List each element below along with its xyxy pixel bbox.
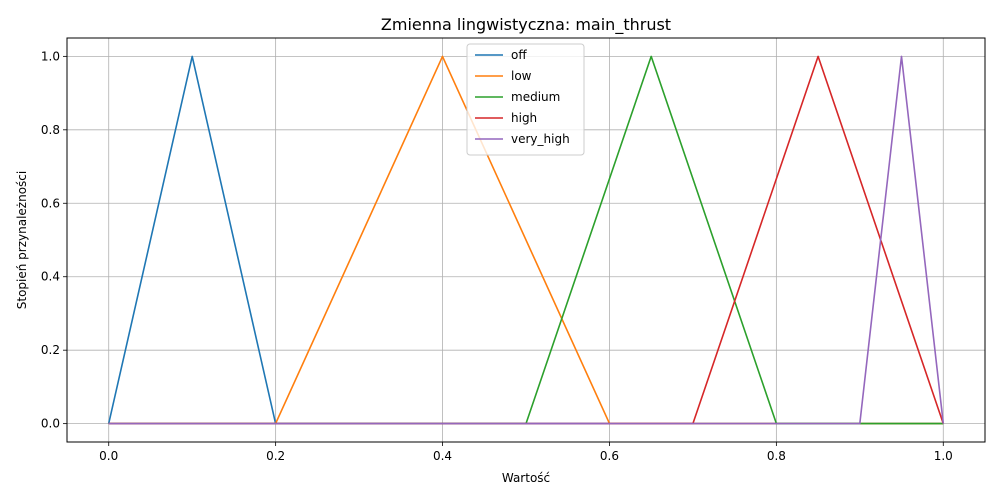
x-tick-label: 0.8 (767, 449, 786, 463)
legend-label: medium (511, 90, 560, 104)
series-group (107, 55, 945, 425)
axis-ticks: 0.0 0.2 0.4 0.6 0.8 1.0 0.0 0.2 0.4 0.6 0.8 1.0 (41, 49, 953, 463)
y-tick-label: 0.8 (41, 123, 60, 137)
x-tick-label: 0.0 (99, 449, 118, 463)
x-tick-label: 0.6 (600, 449, 619, 463)
y-tick-label: 0.0 (41, 417, 60, 431)
y-tick-label: 1.0 (41, 49, 60, 63)
y-tick-label: 0.6 (41, 196, 60, 210)
x-axis-title: Wartość (502, 471, 550, 485)
legend-label: off (511, 48, 527, 62)
x-tick-label: 0.4 (433, 449, 452, 463)
legend-label: low (511, 69, 532, 83)
legend-box (466, 43, 585, 156)
x-tick-label: 1.0 (934, 449, 953, 463)
chart-title: Zmienna lingwistyczna: main_thrust (381, 15, 671, 35)
y-axis-title: Stopień przynależności (15, 171, 29, 309)
legend-label: high (511, 111, 537, 125)
legend: off low medium high very_high (466, 43, 585, 156)
legend-label: very_high (511, 132, 570, 146)
y-tick-label: 0.4 (41, 270, 60, 284)
series-line-very-high (108, 55, 945, 425)
plot-frame (66, 37, 986, 443)
y-tick-label: 0.2 (41, 343, 60, 357)
x-tick-label: 0.2 (266, 449, 285, 463)
